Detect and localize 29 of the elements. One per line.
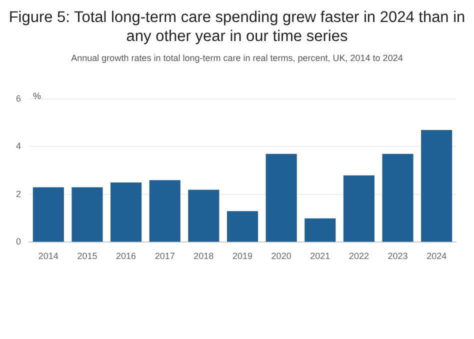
bar [188,190,220,242]
x-tick-label: 2020 [271,251,292,262]
x-tick-label: 2015 [77,251,98,262]
x-tick-label: 2024 [426,251,447,262]
x-tick-label: 2021 [310,251,330,262]
chart-title: Figure 5: Total long-term care spending grew faster in 2024 than in any other year in our time series [8,8,466,46]
x-tick-label: 2018 [194,251,214,262]
bar [266,154,297,242]
bar [226,211,258,242]
bar [343,175,374,242]
y-tick-label: 2 [16,188,22,199]
x-tick-label: 2023 [388,251,408,262]
bar [32,187,64,242]
x-tick-label: 2017 [154,251,175,262]
chart-subtitle: Annual growth rates in total long-term care in real terms, percent, UK, 2014 to 2024 [70,53,404,63]
bar [421,130,452,242]
bar [149,180,180,242]
x-tick-label: 2019 [232,251,253,262]
y-axis-title: % [33,90,42,101]
x-tick-label: 2014 [38,251,58,262]
x-tick-label: 2022 [348,251,369,262]
bar [72,187,103,242]
bar [304,218,336,242]
x-tick-label: 2016 [116,251,136,262]
bar [382,154,414,242]
y-tick-label: 4 [16,141,22,152]
y-tick-label: 6 [16,93,22,104]
y-tick-label: 0 [16,236,22,247]
bar [110,182,142,242]
